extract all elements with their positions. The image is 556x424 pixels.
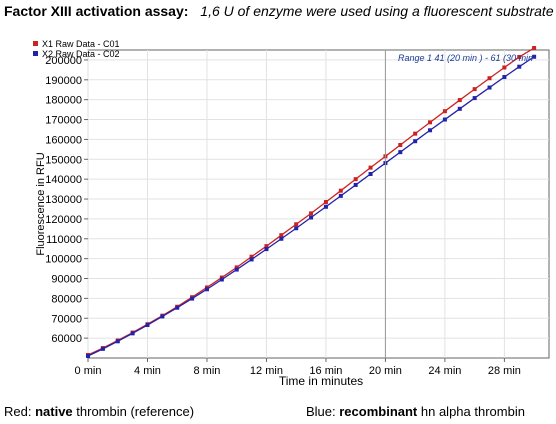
footer-blue-bold: recombinant — [339, 404, 418, 419]
legend-label-c02: X2 Raw Data - C02 — [42, 49, 120, 59]
x-tick-label: 16 min — [309, 365, 342, 377]
data-point — [264, 244, 269, 249]
y-tick-label: 180000 — [45, 95, 82, 107]
data-point — [234, 267, 239, 272]
data-point — [323, 200, 328, 205]
data-point — [442, 117, 447, 122]
y-tick-label: 150000 — [45, 154, 82, 166]
data-point — [130, 331, 135, 336]
data-point — [160, 314, 165, 319]
data-point — [86, 354, 90, 359]
footer-red-bold: native — [35, 404, 73, 419]
data-point — [219, 277, 224, 282]
data-point — [204, 287, 209, 292]
y-tick-label: 110000 — [46, 234, 82, 246]
data-point — [145, 323, 150, 328]
y-tick-label: 160000 — [45, 134, 82, 146]
chart-subtitle: 1,6 U of enzyme were used using a fluore… — [200, 3, 554, 19]
data-point — [368, 171, 373, 176]
data-point — [398, 142, 403, 147]
y-tick-label: 70000 — [51, 313, 82, 325]
data-point — [457, 98, 462, 103]
data-point — [338, 193, 343, 198]
data-point — [309, 211, 314, 216]
data-point — [413, 131, 418, 136]
range-annotation: Range 1 41 (20 min ) - 61 (30 min — [398, 53, 533, 63]
data-point — [502, 75, 507, 80]
data-point — [234, 265, 239, 270]
data-point — [279, 236, 284, 241]
footer-legend-blue: Blue: recombinant hn alpha thrombin — [306, 404, 525, 419]
y-tick-label: 200000 — [45, 55, 82, 67]
data-point — [517, 54, 522, 59]
y-tick-label: 120000 — [45, 214, 82, 226]
legend-marker-c02 — [33, 51, 38, 56]
data-point — [428, 128, 433, 133]
x-axis-ticks: 0 min 4 min 8 min 12 min 16 min 20 min 24 min 2… — [75, 358, 521, 377]
data-point — [353, 182, 358, 187]
footer-legend-red: Red: native thrombin (reference) — [4, 404, 194, 419]
data-point — [323, 204, 328, 209]
y-axis-label: Fluorescence in RFU — [35, 152, 47, 255]
data-point — [294, 222, 299, 227]
data-point — [249, 257, 254, 262]
x-tick-label: 28 min — [488, 365, 521, 377]
data-point — [487, 85, 492, 90]
data-point — [472, 87, 477, 92]
legend-marker-c01 — [33, 41, 38, 46]
y-tick-label: 130000 — [45, 194, 82, 206]
data-point — [368, 165, 373, 170]
x-tick-label: 0 min — [75, 365, 102, 377]
data-point — [100, 346, 105, 351]
y-tick-label: 80000 — [51, 293, 82, 305]
data-point — [398, 150, 403, 155]
legend-label-c01: X1 Raw Data - C01 — [42, 39, 120, 49]
y-tick-label: 170000 — [45, 115, 82, 127]
y-tick-label: 140000 — [45, 174, 82, 186]
footer-blue-suffix: hn alpha thrombin — [417, 404, 525, 419]
chart-title: Factor XIII activation assay: — [4, 3, 189, 19]
data-point — [472, 96, 477, 101]
data-point — [190, 296, 195, 301]
data-point — [175, 305, 180, 310]
data-point — [487, 76, 492, 81]
data-point — [309, 215, 314, 220]
data-point — [502, 65, 507, 70]
data-point — [517, 64, 522, 69]
data-point — [338, 188, 343, 193]
data-point — [428, 120, 433, 125]
data-point — [115, 339, 120, 344]
y-tick-label: 190000 — [45, 75, 82, 87]
x-tick-label: 24 min — [428, 365, 461, 377]
x-tick-label: 4 min — [134, 365, 161, 377]
data-point — [457, 106, 462, 111]
data-point — [249, 254, 254, 259]
y-tick-label: 90000 — [51, 274, 82, 286]
chart-title-block: Factor XIII activation assay: 1,6 U of e… — [4, 3, 554, 19]
plot-area — [87, 49, 550, 359]
x-tick-label: 20 min — [369, 365, 402, 377]
x-tick-label: 8 min — [194, 365, 221, 377]
data-point — [532, 54, 537, 59]
data-point — [279, 233, 284, 238]
legend: X1 Raw Data - C01 X2 Raw Data - C02 — [33, 39, 120, 59]
y-tick-label: 100000 — [45, 254, 82, 266]
data-point — [353, 177, 358, 182]
data-point — [294, 226, 299, 231]
footer-red-prefix: Red: — [4, 404, 36, 419]
y-tick-label: 60000 — [51, 333, 82, 345]
x-axis-label: Time in minutes — [279, 374, 363, 388]
x-tick-label: 12 min — [250, 365, 283, 377]
data-point — [532, 46, 537, 51]
footer-red-suffix: thrombin (reference) — [72, 404, 195, 419]
y-axis-ticks: 60000 70000 80000 90000 100000 110000 120000 13… — [45, 55, 88, 345]
footer-blue-prefix: Blue: — [306, 404, 340, 419]
data-point — [264, 247, 269, 252]
data-point — [442, 109, 447, 114]
data-point — [413, 139, 418, 144]
